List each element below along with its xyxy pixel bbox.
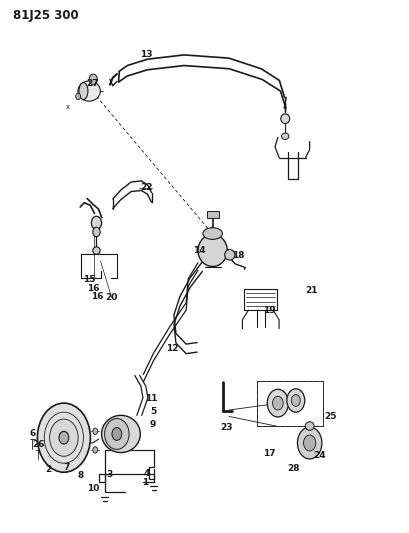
Ellipse shape (281, 114, 290, 124)
Ellipse shape (198, 235, 227, 266)
Text: 25: 25 (324, 412, 336, 421)
Text: 7: 7 (63, 463, 70, 472)
Text: 27: 27 (86, 78, 99, 87)
Circle shape (37, 403, 90, 472)
Circle shape (59, 431, 69, 444)
Text: 19: 19 (263, 305, 275, 314)
Ellipse shape (78, 81, 100, 101)
Text: 81J25 300: 81J25 300 (13, 9, 79, 22)
Ellipse shape (305, 422, 314, 430)
Circle shape (93, 447, 98, 453)
Text: 8: 8 (77, 471, 84, 480)
Text: 18: 18 (231, 252, 244, 260)
Text: 10: 10 (88, 483, 100, 492)
Text: 15: 15 (83, 275, 96, 284)
Bar (258, 381, 323, 426)
Text: 2: 2 (46, 465, 52, 474)
Text: 21: 21 (305, 286, 317, 295)
Circle shape (49, 419, 78, 456)
Circle shape (267, 389, 288, 417)
Text: 16: 16 (88, 284, 100, 293)
Text: x: x (66, 104, 70, 110)
Bar (207, 211, 219, 217)
Circle shape (112, 427, 122, 440)
Text: 14: 14 (193, 246, 205, 255)
Text: 28: 28 (287, 464, 300, 473)
Text: 1: 1 (142, 478, 148, 487)
Bar (258, 381, 323, 426)
Ellipse shape (79, 83, 88, 100)
Text: 13: 13 (140, 51, 153, 59)
Ellipse shape (225, 249, 235, 260)
Text: 5: 5 (151, 407, 157, 416)
Ellipse shape (91, 216, 101, 230)
Circle shape (93, 428, 98, 434)
Circle shape (287, 389, 305, 412)
Circle shape (272, 396, 283, 410)
Circle shape (291, 394, 300, 406)
Text: 3: 3 (107, 471, 113, 479)
Circle shape (89, 74, 97, 85)
Text: 22: 22 (140, 183, 153, 192)
Text: 17: 17 (263, 449, 276, 458)
Text: 16: 16 (92, 292, 104, 301)
Ellipse shape (93, 247, 100, 254)
Ellipse shape (281, 133, 289, 140)
Text: 23: 23 (221, 423, 233, 432)
Ellipse shape (203, 228, 222, 239)
Ellipse shape (105, 418, 129, 449)
Ellipse shape (101, 415, 140, 453)
Text: 26: 26 (32, 440, 45, 449)
Text: 11: 11 (145, 394, 158, 403)
Text: 12: 12 (166, 344, 178, 353)
Text: 9: 9 (149, 421, 155, 430)
Text: 24: 24 (313, 451, 326, 460)
Text: 20: 20 (106, 293, 118, 302)
Circle shape (303, 435, 316, 451)
Circle shape (76, 93, 81, 100)
Circle shape (297, 427, 322, 459)
Text: 4: 4 (144, 470, 150, 478)
Ellipse shape (93, 227, 100, 237)
Text: 6: 6 (29, 430, 36, 439)
